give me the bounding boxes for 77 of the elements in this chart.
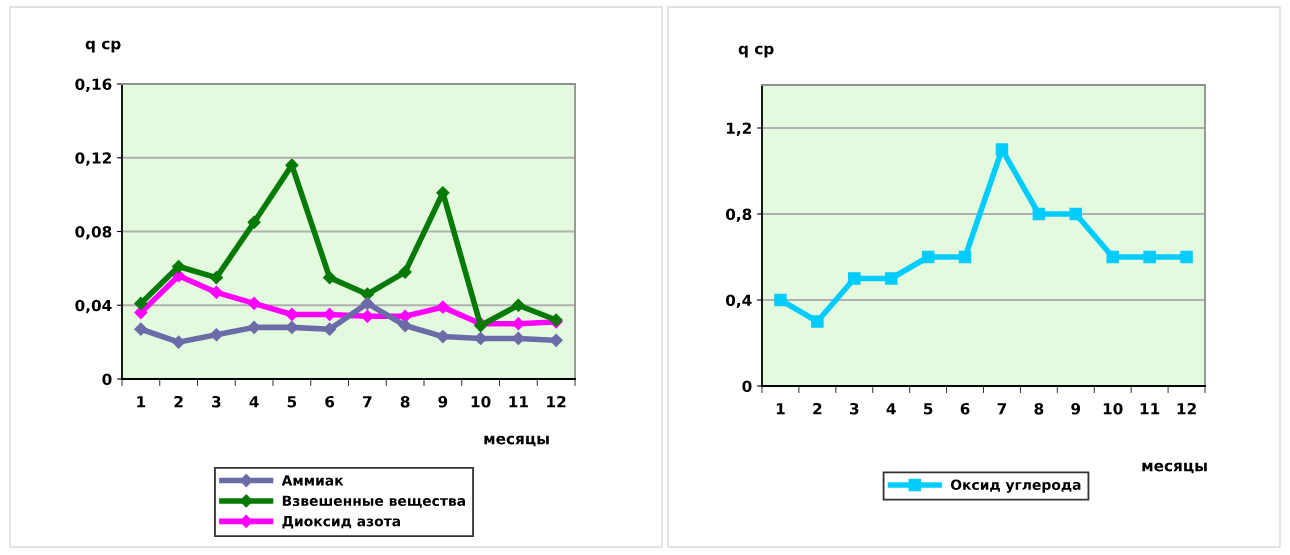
y-tick-label: 0,08	[75, 225, 112, 240]
x-axis-title: месяцы	[1142, 462, 1207, 474]
point	[360, 287, 374, 301]
x-tick-label: 12	[1177, 402, 1196, 415]
x-axis-title: месяцы	[484, 435, 549, 447]
point	[995, 143, 1009, 156]
x-tick-label: 8	[1034, 402, 1044, 415]
point	[921, 250, 935, 264]
point	[323, 271, 337, 285]
y-tick-label: 0,4	[725, 294, 752, 308]
y-tick-label: 0,12	[75, 152, 111, 166]
point	[247, 215, 261, 229]
x-tick-label: 2	[174, 395, 183, 408]
x-tick-label: 7	[363, 396, 372, 408]
x-tick-label: 6	[325, 395, 335, 408]
legend-label: Диоксид азота	[282, 516, 401, 529]
x-tick-label: 7	[997, 403, 1007, 415]
point	[1069, 207, 1083, 221]
point	[1032, 207, 1046, 221]
point	[549, 333, 563, 347]
x-tick-label: 8	[400, 395, 410, 408]
x-tick-label: 5	[923, 403, 933, 415]
point	[172, 259, 186, 274]
legend-label: Аммиак	[281, 475, 344, 486]
y-tick-label: 0	[742, 380, 752, 393]
x-tick-label: 3	[850, 402, 859, 415]
point	[511, 298, 525, 312]
y-tick-label: 1,2	[726, 122, 751, 136]
x-tick-label: 5	[287, 396, 297, 408]
legend-label: Взвешенные вещества	[282, 495, 465, 508]
point	[209, 271, 223, 285]
point	[811, 315, 824, 328]
point	[134, 306, 148, 320]
x-tick-label: 11	[1140, 403, 1160, 415]
point	[285, 307, 299, 322]
x-tick-label: 2	[813, 402, 822, 415]
y-tick-label: 0,16	[75, 78, 112, 92]
point	[1143, 250, 1156, 264]
point	[209, 285, 223, 299]
point	[1106, 250, 1119, 264]
point	[1180, 250, 1193, 264]
point	[436, 300, 450, 314]
x-tick-label: 9	[1071, 402, 1081, 415]
point	[134, 296, 148, 310]
y-tick-label: 0,8	[725, 208, 752, 222]
x-tick-label: 11	[509, 396, 528, 408]
point	[884, 272, 898, 285]
x-tick-label: 6	[960, 402, 970, 415]
legend-label: Оксид углерода	[950, 479, 1081, 493]
point	[134, 322, 148, 336]
point	[247, 320, 261, 334]
point	[774, 293, 787, 307]
x-tick-label: 1	[137, 396, 146, 408]
point	[209, 328, 223, 342]
x-tick-label: 9	[438, 395, 448, 408]
x-tick-label: 10	[471, 395, 491, 408]
point	[398, 265, 412, 279]
point	[398, 318, 412, 333]
x-tick-label: 1	[776, 403, 785, 415]
x-tick-label: 12	[547, 395, 566, 408]
point	[360, 296, 374, 310]
y-axis-title: q ср	[738, 45, 774, 58]
y-tick-label: 0	[102, 373, 112, 386]
y-tick-label: 0,04	[75, 299, 112, 314]
point	[360, 309, 374, 323]
x-tick-label: 3	[212, 395, 221, 408]
y-axis-title: q ср	[85, 40, 121, 53]
point	[398, 309, 412, 323]
point	[323, 322, 337, 336]
x-tick-label: 10	[1103, 402, 1123, 415]
point	[848, 272, 861, 285]
x-tick-label: 4	[249, 396, 259, 408]
point	[285, 158, 299, 172]
x-tick-label: 4	[886, 403, 896, 415]
point	[958, 250, 972, 264]
point	[247, 296, 261, 310]
point	[172, 335, 186, 349]
